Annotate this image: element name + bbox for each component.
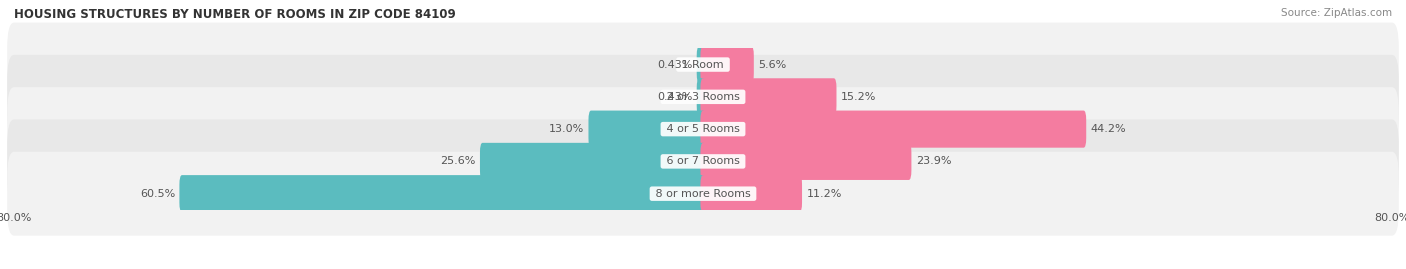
Text: 0.43%: 0.43% [657, 59, 692, 70]
Text: 25.6%: 25.6% [440, 156, 475, 167]
Text: 13.0%: 13.0% [548, 124, 583, 134]
FancyBboxPatch shape [697, 46, 706, 83]
Text: HOUSING STRUCTURES BY NUMBER OF ROOMS IN ZIP CODE 84109: HOUSING STRUCTURES BY NUMBER OF ROOMS IN… [14, 8, 456, 21]
Text: 11.2%: 11.2% [807, 189, 842, 199]
Text: 23.9%: 23.9% [915, 156, 952, 167]
Text: 15.2%: 15.2% [841, 92, 876, 102]
Text: 60.5%: 60.5% [139, 189, 176, 199]
FancyBboxPatch shape [7, 119, 1399, 203]
FancyBboxPatch shape [700, 175, 801, 212]
Text: 5.6%: 5.6% [758, 59, 786, 70]
Text: 44.2%: 44.2% [1091, 124, 1126, 134]
Text: 1 Room: 1 Room [679, 59, 727, 70]
FancyBboxPatch shape [7, 152, 1399, 236]
FancyBboxPatch shape [697, 78, 706, 115]
Text: 6 or 7 Rooms: 6 or 7 Rooms [662, 156, 744, 167]
FancyBboxPatch shape [700, 46, 754, 83]
Text: 0.43%: 0.43% [657, 92, 692, 102]
FancyBboxPatch shape [700, 78, 837, 115]
FancyBboxPatch shape [7, 55, 1399, 139]
FancyBboxPatch shape [7, 87, 1399, 171]
FancyBboxPatch shape [700, 143, 911, 180]
FancyBboxPatch shape [589, 111, 706, 148]
FancyBboxPatch shape [7, 23, 1399, 107]
Text: 4 or 5 Rooms: 4 or 5 Rooms [662, 124, 744, 134]
FancyBboxPatch shape [479, 143, 706, 180]
Text: Source: ZipAtlas.com: Source: ZipAtlas.com [1281, 8, 1392, 18]
Text: 8 or more Rooms: 8 or more Rooms [652, 189, 754, 199]
FancyBboxPatch shape [180, 175, 706, 212]
Text: 2 or 3 Rooms: 2 or 3 Rooms [662, 92, 744, 102]
FancyBboxPatch shape [700, 111, 1087, 148]
